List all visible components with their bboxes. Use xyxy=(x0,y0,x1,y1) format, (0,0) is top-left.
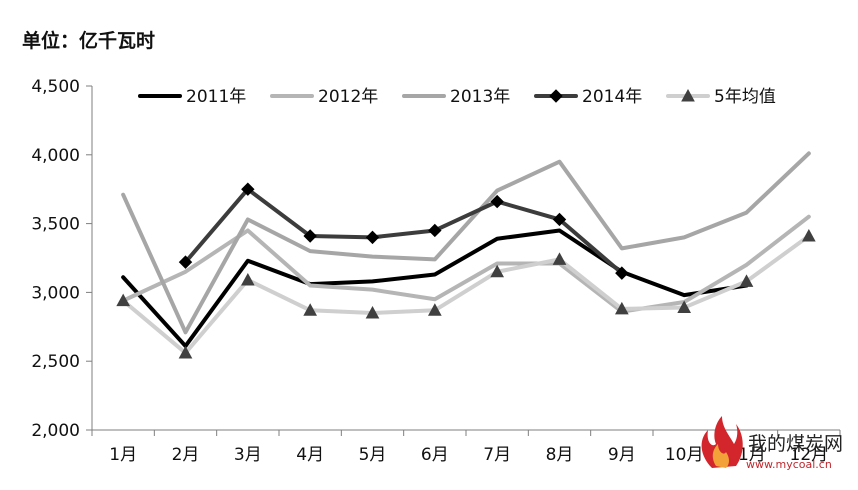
series-line-avg5 xyxy=(121,233,811,355)
x-tick-label: 8月 xyxy=(546,445,574,465)
legend: 2011年 2012年 2013年 2014年 5年均值 xyxy=(138,87,776,107)
y-tick-label: 3,500 xyxy=(31,215,80,235)
series-line-2014 xyxy=(183,187,624,276)
unit-label: 单位：亿千瓦时 xyxy=(22,30,156,52)
series-line-2013 xyxy=(121,151,811,335)
data-point-avg5 xyxy=(303,303,318,316)
legend-label: 5年均值 xyxy=(714,87,776,107)
series-2011 xyxy=(121,228,749,349)
series-avg5 xyxy=(116,228,816,359)
data-point-2014 xyxy=(365,230,380,245)
watermark-logo: 我的煤炭网 www.mycoal.cn xyxy=(701,416,843,471)
series-2014 xyxy=(178,182,629,280)
legend-item-2014: 2014年 xyxy=(534,87,642,107)
x-tick-label: 5月 xyxy=(359,445,387,465)
y-tick-label: 2,000 xyxy=(31,421,80,441)
legend-item-avg5: 5年均值 xyxy=(666,87,776,107)
x-tick-label: 9月 xyxy=(608,445,636,465)
legend-label: 2014年 xyxy=(582,87,642,107)
legend-marker xyxy=(681,88,695,102)
data-point-avg5 xyxy=(677,300,692,314)
x-tick-label: 1月 xyxy=(109,445,137,465)
axes: 2,000 2,500 3,000 3,500 4,000 4,500 1月 2月 3月 4月 5月… xyxy=(31,77,841,465)
legend-label: 2011年 xyxy=(186,87,246,107)
x-tick-label: 6月 xyxy=(421,445,449,465)
y-tick-label: 2,500 xyxy=(31,352,80,372)
data-point-2014 xyxy=(178,255,193,269)
data-point-2014 xyxy=(303,229,317,243)
data-point-avg5 xyxy=(178,345,193,359)
watermark-name: 我的煤炭网 xyxy=(748,433,843,455)
y-tick-label: 4,500 xyxy=(31,77,80,97)
y-tick-label: 3,000 xyxy=(31,283,80,303)
legend-label: 2012年 xyxy=(318,87,378,107)
series-line-2011 xyxy=(121,228,749,349)
x-tick-label: 12月 xyxy=(790,445,829,465)
x-tick-label: 4月 xyxy=(296,445,324,465)
data-point-avg5 xyxy=(801,228,816,242)
data-point-avg5 xyxy=(552,252,567,265)
legend-item-2013: 2013年 xyxy=(402,87,510,107)
data-point-2014 xyxy=(615,266,629,280)
y-tick-label: 4,000 xyxy=(31,146,80,166)
data-point-avg5 xyxy=(614,301,629,315)
legend-item-2012: 2012年 xyxy=(270,87,378,107)
data-point-avg5 xyxy=(240,272,255,286)
x-tick-label: 10月 xyxy=(665,445,704,465)
legend-item-2011: 2011年 xyxy=(138,87,246,107)
watermark-url: www.mycoal.cn xyxy=(746,458,832,471)
data-point-2014 xyxy=(241,182,255,196)
series-layer xyxy=(116,151,816,359)
data-point-avg5 xyxy=(365,305,380,319)
x-tick-label: 3月 xyxy=(234,445,262,465)
series-2013 xyxy=(121,151,811,335)
x-tick-label: 2月 xyxy=(172,445,200,465)
legend-marker xyxy=(549,89,563,103)
x-tick-label: 7月 xyxy=(483,445,511,465)
flame-icon xyxy=(701,416,743,468)
legend-label: 2013年 xyxy=(450,87,510,107)
data-point-avg5 xyxy=(739,274,754,287)
data-point-avg5 xyxy=(116,293,131,307)
data-point-avg5 xyxy=(427,303,442,316)
data-point-2014 xyxy=(428,223,442,238)
data-point-avg5 xyxy=(490,264,505,278)
data-point-2014 xyxy=(490,194,504,209)
data-point-2014 xyxy=(552,212,567,227)
